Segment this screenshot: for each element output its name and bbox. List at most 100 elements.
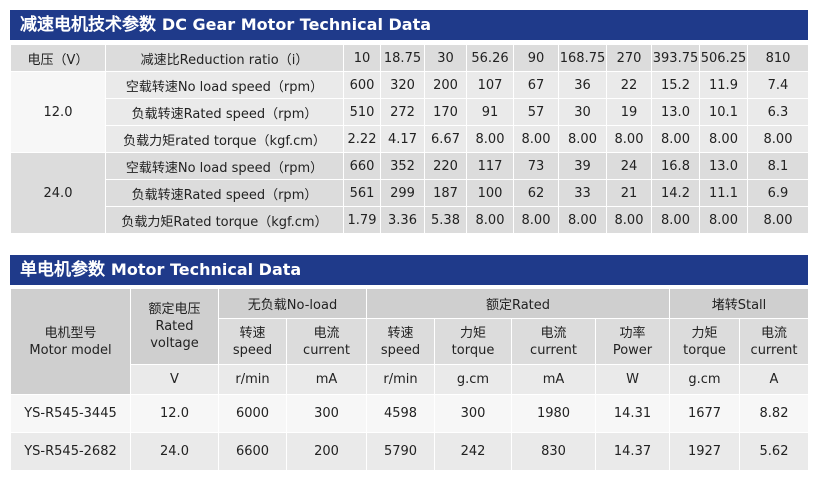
row-label: 空载转速No load speed（rpm）: [105, 152, 344, 180]
value-cell: 200: [424, 71, 467, 99]
unit-cell: r/min: [366, 364, 435, 395]
value-cell: 4598: [366, 394, 435, 433]
noload-group-header: 无负载No-load: [218, 288, 367, 319]
ratio-cell: 56.26: [466, 44, 514, 72]
ratio-cell: 10: [343, 44, 381, 72]
value-cell: 352: [380, 152, 425, 180]
voltage-cell: 12.0: [130, 394, 219, 433]
value-cell: 1677: [669, 394, 740, 433]
data-row: 12.0 空载转速No load speed（rpm） 600 320 200 …: [10, 71, 809, 153]
data-row: 负载转速Rated speed（rpm） 561 299 187 100 62 …: [11, 179, 809, 207]
value-cell: 7.4: [747, 71, 809, 99]
param-header: 力矩 torque: [669, 318, 740, 365]
ratio-cell: 168.75: [558, 44, 607, 72]
value-cell: 242: [434, 432, 512, 471]
value-cell: 14.37: [595, 432, 670, 471]
stall-group-header: 堵转Stall: [668, 288, 810, 319]
param-cn: 转速: [239, 325, 266, 341]
param-en: torque: [683, 342, 726, 358]
value-cell: 8.00: [747, 125, 809, 153]
data-row: 负载转速Rated speed（rpm） 510 272 170 91 57 3…: [11, 98, 809, 126]
value-cell: 8.00: [558, 206, 607, 234]
value-cell: 8.00: [606, 206, 652, 234]
unit-cell: A: [738, 364, 810, 395]
unit-cell: r/min: [218, 364, 287, 395]
rated-group-header: 额定Rated: [366, 288, 670, 319]
param-en: speed: [232, 342, 273, 358]
value-cell: 200: [286, 432, 367, 471]
param-header: 电流 current: [511, 318, 596, 365]
value-cell: 24: [606, 152, 652, 180]
row-label: 空载转速No load speed（rpm）: [105, 71, 344, 99]
value-cell: 8.00: [558, 125, 607, 153]
motor-table: 电机型号 Motor model 额定电压 Rated voltage 无负载N…: [10, 288, 810, 471]
value-cell: 8.00: [606, 125, 652, 153]
value-cell: 300: [434, 394, 512, 433]
value-cell: 299: [380, 179, 425, 207]
unit-row: V r/min mA r/min g.cm mA W g.cm A: [11, 364, 810, 395]
model-cell: YS-R545-3445: [10, 394, 131, 433]
voltage-cell: 24.0: [130, 432, 219, 471]
value-cell: 5.38: [424, 206, 467, 234]
value-cell: 100: [466, 179, 514, 207]
value-cell: 36: [558, 71, 607, 99]
value-cell: 14.31: [595, 394, 670, 433]
param-header-row: 转速 speed 电流 current 转速 speed 力矩 torque 电流 cur…: [11, 318, 810, 365]
param-header: 转速 speed: [366, 318, 435, 365]
value-cell: 660: [343, 152, 381, 180]
param-cn: 转速: [387, 325, 414, 341]
value-cell: 8.00: [466, 206, 514, 234]
value-cell: 8.82: [738, 394, 810, 433]
value-cell: 5.62: [738, 432, 810, 471]
rated-voltage-en1: Rated: [155, 319, 194, 334]
unit-cell: mA: [286, 364, 367, 395]
value-cell: 8.00: [513, 125, 559, 153]
param-header: 功率 Power: [595, 318, 670, 365]
voltage-cell: 24.0: [10, 152, 106, 234]
value-cell: 62: [513, 179, 559, 207]
unit-cell: mA: [511, 364, 596, 395]
ratio-cell: 810: [747, 44, 809, 72]
param-en: torque: [451, 342, 495, 358]
ratio-cell: 506.25: [699, 44, 748, 72]
param-cn: 电流: [761, 325, 788, 341]
data-row: 负载力矩rated torque（kgf.cm） 2.22 4.17 6.67 …: [11, 125, 809, 153]
value-cell: 33: [558, 179, 607, 207]
param-header: 电流 current: [286, 318, 367, 365]
voltage-header: 电压（V）: [10, 44, 106, 72]
value-cell: 187: [424, 179, 467, 207]
data-row: 24.0 空载转速No load speed（rpm） 660 352 220 …: [10, 152, 809, 234]
banner-title-en: DC Gear Motor Technical Data: [161, 15, 432, 34]
value-cell: 830: [511, 432, 596, 471]
value-cell: 91: [466, 98, 514, 126]
rated-voltage-cn: 额定电压: [148, 302, 201, 317]
model-label-cn: 电机型号: [44, 325, 97, 341]
table-row: YS-R545-2682 24.0 6600 200 5790 242 830 …: [10, 432, 810, 471]
value-cell: 117: [466, 152, 514, 180]
ratio-cell: 393.75: [651, 44, 700, 72]
value-cell: 561: [343, 179, 381, 207]
voltage-cell: 12.0: [10, 71, 106, 153]
row-label: 负载转速Rated speed（rpm）: [105, 98, 344, 126]
row-label: 负载力矩Rated torque（kgf.cm）: [105, 206, 344, 234]
value-cell: 73: [513, 152, 559, 180]
table-row: YS-R545-3445 12.0 6000 300 4598 300 1980…: [10, 394, 810, 433]
value-cell: 10.1: [699, 98, 748, 126]
rated-voltage-header: 额定电压 Rated voltage: [130, 288, 219, 365]
value-cell: 8.00: [699, 125, 748, 153]
value-cell: 14.2: [651, 179, 700, 207]
value-cell: 13.0: [699, 152, 748, 180]
value-cell: 6.67: [424, 125, 467, 153]
value-cell: 320: [380, 71, 425, 99]
value-cell: 6600: [218, 432, 287, 471]
value-cell: 107: [466, 71, 514, 99]
ratio-cell: 18.75: [380, 44, 425, 72]
ratio-header-row: 电压（V） 减速比Reduction ratio（i） 10 18.75 30 …: [10, 44, 809, 72]
unit-cell: g.cm: [669, 364, 740, 395]
value-cell: 39: [558, 152, 607, 180]
value-cell: 1927: [669, 432, 740, 471]
value-cell: 15.2: [651, 71, 700, 99]
value-cell: 13.0: [651, 98, 700, 126]
param-en: speed: [380, 342, 421, 358]
rated-voltage-en2: voltage: [150, 336, 199, 351]
